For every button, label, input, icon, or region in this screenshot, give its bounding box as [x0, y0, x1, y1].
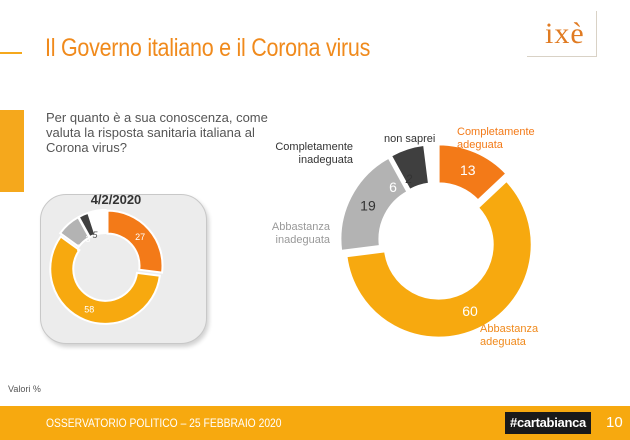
chart1-slice-0: [106, 209, 164, 274]
ixe-logo: ixè: [527, 11, 597, 57]
page-number: 10: [606, 414, 623, 431]
chart0-slice-0: [437, 143, 508, 202]
previous-survey-date: 4/2/2020: [90, 192, 142, 207]
chart0-value-label-4: 2: [405, 172, 413, 186]
footer-text: OSSERVATORIO POLITICO – 25 FEBBRAIO 2020: [46, 416, 282, 430]
chart0-value-label-3: 6: [389, 179, 397, 195]
title-accent-line: [0, 52, 22, 54]
page-title: Il Governo italiano e il Corona virus: [45, 34, 371, 62]
chart1-value-label-4: 5: [92, 230, 98, 240]
chart1-slice-1: [49, 235, 161, 325]
logo-text: ixè: [545, 17, 585, 50]
chart0-value-label-0: 13: [460, 162, 476, 178]
chart0-category-label-3: Completamente inadeguata: [275, 141, 354, 166]
chart0-slice-3: [389, 143, 431, 192]
chart1-slice-4: [87, 209, 107, 236]
chart1-value-label-2: 7: [75, 243, 80, 253]
chart0-category-label-1: Abbastanza adeguata: [480, 323, 539, 348]
survey-question: Per quanto è a sua conoscenza, come valu…: [46, 110, 268, 155]
chart1-value-label-1: 58: [84, 304, 94, 314]
chart0-slice-1: [345, 179, 533, 339]
cartabianca-hashtag: #cartabianca: [505, 412, 591, 434]
chart1-value-label-0: 27: [135, 232, 145, 242]
chart0-slice-2: [339, 156, 409, 252]
chart1-value-label-3: 3: [85, 234, 90, 244]
chart0-category-label-2: Abbastanza inadeguata: [272, 221, 331, 246]
values-footnote: Valori %: [8, 384, 41, 394]
chart0-value-label-1: 60: [462, 303, 478, 319]
chart0-category-label-4: non saprei: [384, 133, 435, 145]
chart0-category-label-0: Completamente adeguata: [457, 126, 535, 151]
side-accent-bar: [0, 110, 24, 192]
chart0-value-label-2: 19: [360, 198, 376, 214]
chart0-slice-4: [423, 143, 438, 185]
